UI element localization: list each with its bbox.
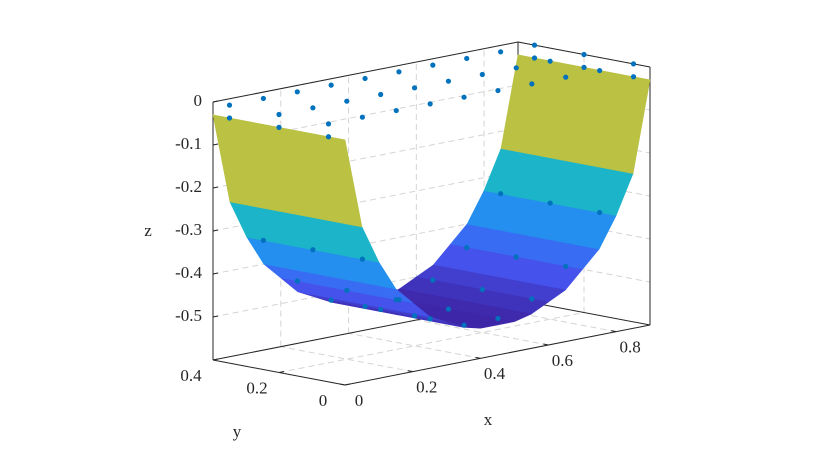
x-tick-label: 0 <box>355 391 364 410</box>
z-tick-label: -0.3 <box>175 220 202 239</box>
scatter-point <box>479 71 485 78</box>
scatter-point <box>531 55 538 61</box>
scatter-point <box>310 105 316 111</box>
surface-patch <box>278 127 363 228</box>
scatter-point <box>529 81 535 87</box>
scatter-point <box>581 51 587 58</box>
scatter-point <box>479 286 485 293</box>
box-edge <box>212 41 519 103</box>
scatter-point <box>547 200 553 206</box>
z-tick <box>212 229 219 232</box>
scatter-point <box>276 124 282 130</box>
y-tick-label: 0 <box>319 391 328 410</box>
scatter-point <box>495 315 501 322</box>
x-tick <box>611 330 617 333</box>
x-tick <box>475 356 481 359</box>
grid-line <box>278 312 585 373</box>
scatter-point <box>498 191 504 197</box>
x-tick-label: 0.4 <box>484 364 506 383</box>
scatter-point <box>325 121 332 127</box>
scatter-point <box>226 102 233 108</box>
x-tick-label: 0.6 <box>552 351 573 370</box>
x-axis <box>344 324 651 386</box>
y-tick-label: 0.2 <box>246 378 267 397</box>
x-tick-label: 0.2 <box>416 378 437 397</box>
z-tick <box>212 186 219 189</box>
z-tick-label: -0.4 <box>175 263 202 282</box>
scatter-point <box>495 87 501 94</box>
scatter-point <box>563 74 569 80</box>
scatter-point <box>294 89 300 95</box>
z-tick-label: -0.2 <box>175 177 202 196</box>
x-axis-label: x <box>484 410 493 429</box>
scatter-point <box>513 254 519 260</box>
scatter-point <box>294 278 300 284</box>
scatter-point <box>464 245 470 251</box>
scatter-point <box>597 209 603 216</box>
scatter-point <box>310 247 316 253</box>
x-tick <box>543 343 549 346</box>
y-axis-label: y <box>233 422 242 441</box>
scatter-point <box>396 69 402 75</box>
y-tick <box>278 371 285 373</box>
x-tick-label: 0.8 <box>619 338 640 357</box>
grid-line <box>280 346 413 373</box>
scatter-point <box>276 111 282 118</box>
scatter-point <box>630 74 637 80</box>
scatter-point <box>325 134 332 140</box>
scatter-point <box>359 256 365 262</box>
scatter-point <box>344 287 350 293</box>
scatter-point <box>378 306 384 313</box>
scatter-point <box>498 49 504 55</box>
z-axis-label: z <box>144 221 152 240</box>
z-tick-label: -0.5 <box>175 306 202 325</box>
scatter-point <box>226 115 233 121</box>
scatter-point <box>630 61 637 67</box>
grid-line <box>348 332 481 359</box>
scatter-point <box>344 98 350 104</box>
scatter-point <box>445 78 452 84</box>
scatter-point <box>260 237 266 243</box>
scatter-point <box>328 297 334 303</box>
scatter-point <box>362 75 368 82</box>
scatter-point <box>531 42 538 48</box>
grid-line <box>416 319 549 346</box>
scatter-point <box>563 263 569 270</box>
scatter-point <box>464 55 470 62</box>
z-tick-label: 0 <box>194 91 203 110</box>
scatter-point <box>547 58 553 64</box>
scatter-point <box>260 95 266 102</box>
scatter-point <box>461 94 467 100</box>
scatter-point <box>581 64 587 70</box>
y-tick <box>344 383 351 386</box>
scatter-point <box>461 322 467 328</box>
scatter-point <box>445 306 452 312</box>
scatter-point <box>430 277 436 283</box>
scatter-point <box>359 114 365 120</box>
scatter-point <box>393 107 399 114</box>
x-tick <box>407 370 413 373</box>
z-tick <box>212 143 219 146</box>
scatter-point <box>513 65 519 71</box>
scatter-point <box>411 313 418 319</box>
z-tick-label: -0.1 <box>175 134 202 153</box>
scatter-point <box>328 82 334 88</box>
scatter-point <box>427 316 433 322</box>
scatter-point <box>430 62 436 68</box>
z-tick <box>212 315 219 318</box>
x-tick <box>339 383 346 386</box>
scatter-point <box>529 296 535 302</box>
scatter-point <box>393 297 399 303</box>
scatter-point <box>362 303 368 309</box>
z-tick <box>212 272 219 275</box>
scatter-point <box>411 85 418 91</box>
scatter-point <box>427 101 433 107</box>
scatter-point <box>597 67 603 74</box>
scatter-point <box>378 91 384 98</box>
z-tick <box>212 100 219 103</box>
y-tick <box>212 358 219 361</box>
y-tick-label: 0.4 <box>180 366 202 385</box>
